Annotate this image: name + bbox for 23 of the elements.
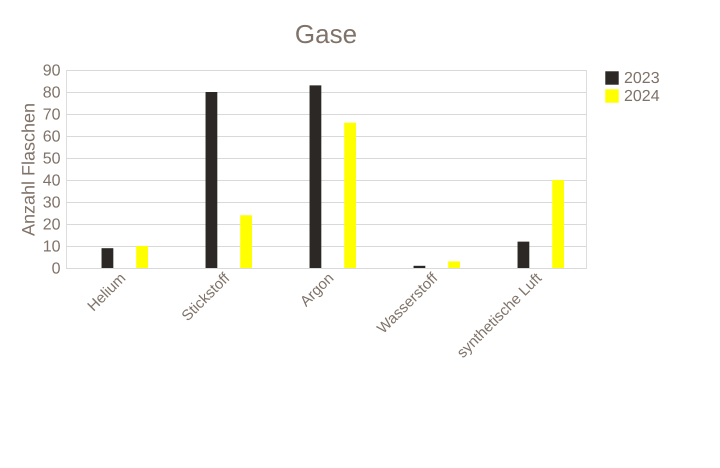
legend-label: 2023	[624, 70, 660, 87]
y-tick-label: 0	[52, 260, 61, 278]
bar	[240, 215, 252, 268]
y-axis-title: Anzahl Flaschen	[18, 102, 39, 236]
y-tick-label: 70	[42, 106, 61, 124]
legend-label: 2024	[624, 88, 660, 105]
y-tick-label: 80	[42, 84, 61, 102]
y-tick-label: 20	[42, 216, 61, 234]
y-tick-label: 30	[42, 194, 61, 212]
y-tick-label: 50	[42, 150, 61, 168]
bar	[448, 261, 460, 268]
bar	[310, 85, 322, 268]
bar	[344, 122, 356, 268]
y-tick-label: 10	[42, 238, 61, 256]
chart-title: Gase	[294, 19, 358, 49]
bar	[518, 242, 530, 268]
y-tick-label: 60	[42, 128, 61, 146]
bar	[136, 246, 148, 268]
bar	[552, 180, 564, 268]
bar	[102, 248, 114, 268]
bar	[206, 92, 218, 268]
y-tick-label: 40	[42, 172, 61, 190]
y-tick-label: 90	[42, 62, 61, 80]
